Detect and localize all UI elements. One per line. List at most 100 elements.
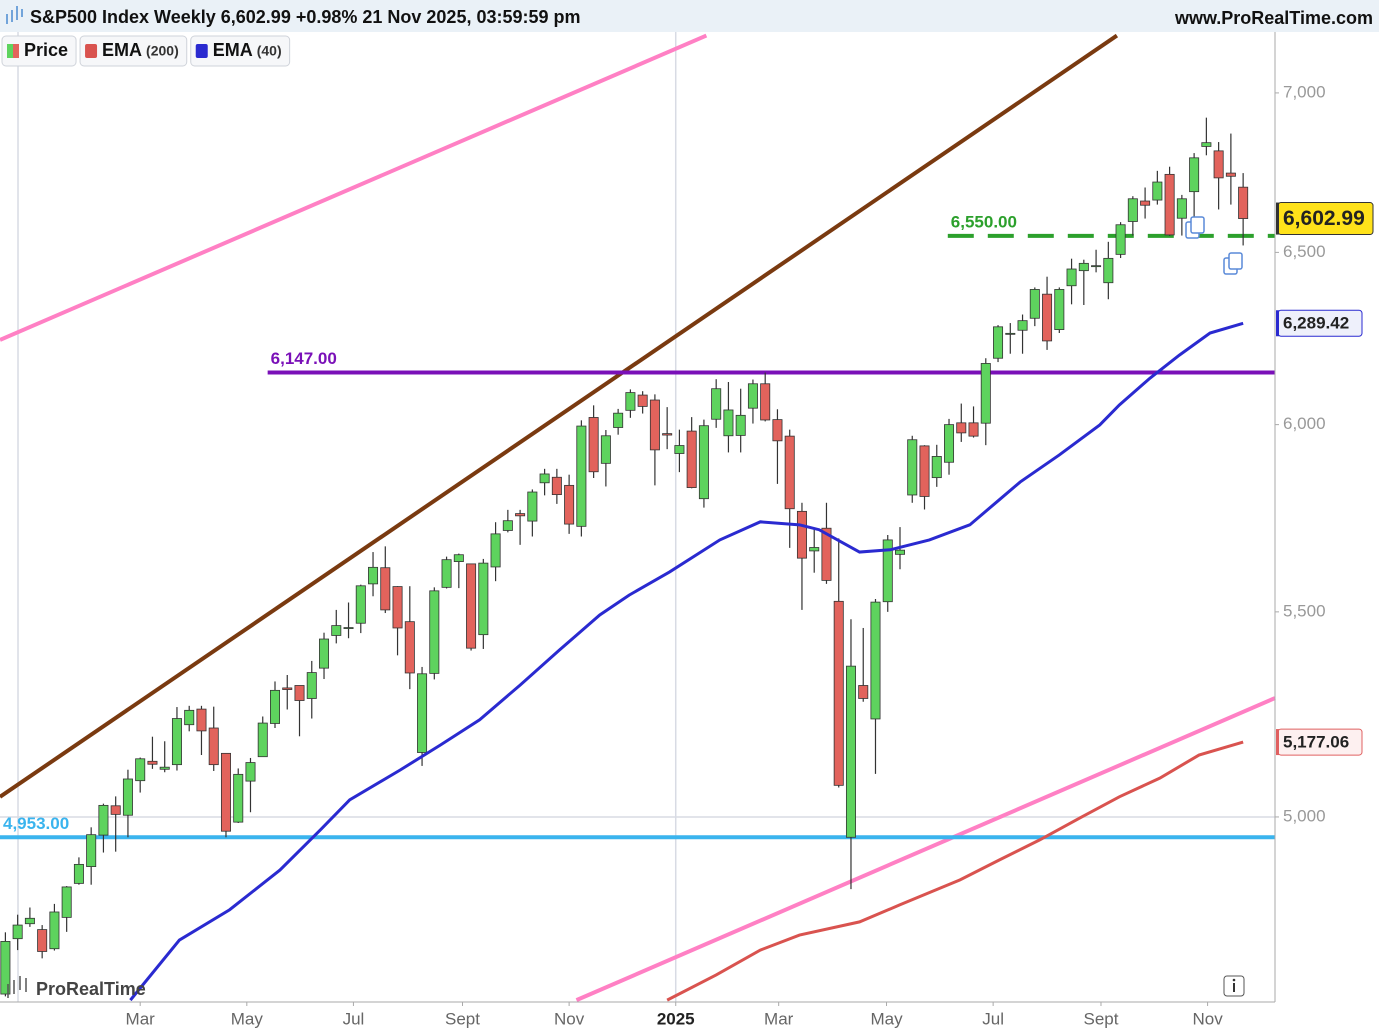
candle-body — [257, 722, 268, 758]
candle-body — [270, 689, 280, 724]
x-tick-label: Nov — [554, 1009, 585, 1028]
candle-body — [625, 392, 636, 411]
candle-body — [49, 911, 60, 950]
legend-swatch — [13, 44, 19, 58]
candle-body — [135, 758, 146, 782]
candle-body — [0, 941, 11, 995]
candle-body — [821, 527, 832, 581]
candle-body — [355, 585, 366, 624]
x-tick-label: May — [870, 1009, 903, 1028]
candle-body — [171, 718, 182, 766]
candle-body — [12, 924, 23, 940]
watermark: ProRealTime — [36, 979, 146, 999]
candle-body — [1042, 293, 1053, 342]
trendline — [0, 33, 1119, 799]
legend-label: EMA — [102, 40, 142, 60]
candle-body — [245, 762, 256, 782]
legend-swatch — [85, 44, 98, 58]
candle-body — [282, 687, 293, 690]
candle-body — [931, 456, 942, 479]
candle-body — [220, 752, 231, 832]
level-label: 6,550.00 — [951, 212, 1017, 231]
x-tick-label: Jul — [343, 1009, 365, 1028]
candle-body — [527, 491, 538, 522]
info-button[interactable] — [1223, 975, 1245, 997]
price-tag-label: 6,602.99 — [1283, 207, 1365, 230]
candle-body — [564, 484, 575, 525]
legend-item[interactable]: EMA (200) — [79, 35, 188, 67]
candle-body — [478, 562, 489, 636]
candle-body — [86, 834, 97, 867]
candle-body — [1127, 198, 1138, 222]
x-tick-label: Nov — [1192, 1009, 1223, 1028]
candle-body — [343, 627, 354, 629]
x-tick-label: Jul — [982, 1009, 1004, 1028]
candle-body — [184, 709, 195, 726]
candle-body — [723, 409, 734, 437]
candle-body — [319, 638, 330, 669]
candle-body — [1005, 332, 1016, 335]
level-label: 6,147.00 — [271, 349, 337, 368]
candle-body — [882, 539, 893, 603]
candle-body — [772, 419, 783, 442]
candle-body — [1140, 200, 1151, 206]
candle-body — [539, 473, 550, 484]
candle-body — [551, 476, 562, 496]
candle-body — [662, 433, 673, 436]
legend-swatch — [7, 44, 13, 58]
candle-body — [870, 601, 881, 720]
x-tick-label: Sept — [445, 1009, 480, 1028]
candle-body — [980, 363, 991, 424]
candle-body — [233, 773, 244, 823]
candle-body — [784, 435, 795, 510]
candle-body — [600, 435, 611, 464]
candle-body — [760, 383, 771, 421]
candle-body — [1238, 186, 1249, 219]
candle-body — [711, 388, 722, 420]
candle-body — [1201, 142, 1212, 147]
candle-body — [110, 805, 121, 815]
candle-body — [1115, 224, 1126, 255]
candle-body — [845, 665, 856, 838]
candle-body — [73, 863, 84, 884]
legend-param: (40) — [257, 43, 282, 59]
x-tick-label: May — [231, 1009, 264, 1028]
candle-body — [637, 394, 648, 407]
candle-body — [1176, 198, 1187, 219]
candle-body — [429, 590, 440, 674]
candle-body — [1164, 173, 1175, 236]
price-tag-edge — [1276, 202, 1279, 235]
x-tick-label: Mar — [126, 1009, 156, 1028]
candle-body — [833, 600, 844, 786]
candle-body — [490, 533, 501, 568]
legend-box — [1, 35, 77, 67]
legend-label: Price — [24, 40, 68, 60]
candle-body — [993, 326, 1004, 359]
legend: Price EMA (200) EMA (40) — [1, 35, 291, 67]
price-tag-edge — [1276, 310, 1279, 337]
legend-item[interactable]: Price — [1, 35, 77, 67]
x-tick-label: Mar — [764, 1009, 794, 1028]
candle-body — [686, 430, 697, 488]
candle-body — [98, 804, 109, 836]
header-icon — [6, 6, 23, 24]
candle-body — [968, 422, 979, 437]
legend-swatch — [195, 44, 208, 58]
candle-body — [294, 685, 305, 701]
legend-box — [190, 35, 291, 67]
candle-body — [919, 445, 930, 497]
ema-line — [666, 740, 1244, 1002]
candle-body — [735, 414, 746, 436]
candle-body — [368, 566, 379, 585]
candle-body — [613, 412, 624, 428]
note-icon — [1185, 216, 1243, 275]
candle-body — [208, 727, 219, 766]
candle-body — [796, 510, 807, 559]
candle-body — [1213, 150, 1224, 179]
candle-body — [1078, 262, 1089, 272]
trendline — [575, 696, 1276, 1002]
candle-body — [895, 549, 905, 555]
legend-item[interactable]: EMA (40) — [190, 35, 291, 67]
candle-body — [674, 445, 685, 454]
